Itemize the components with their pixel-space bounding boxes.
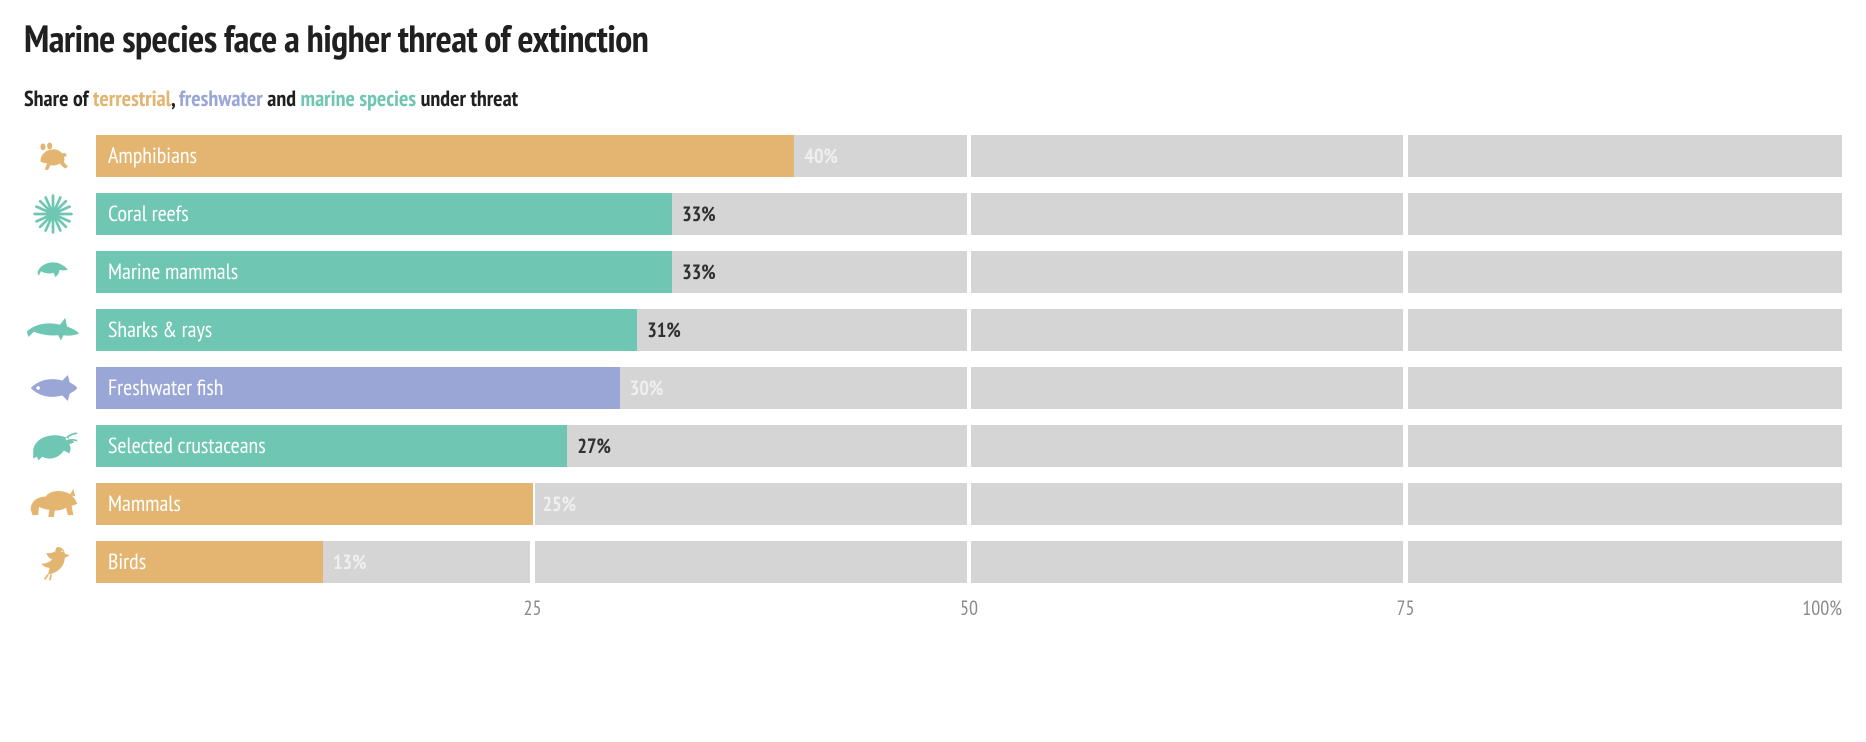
bar-row: Amphibians40% [24, 127, 1842, 185]
chart-title: Marine species face a higher threat of e… [24, 14, 1842, 63]
bar-track: Birds13% [96, 541, 1842, 583]
bar-row: Coral reefs33% [24, 185, 1842, 243]
x-axis-tick: 100% [1802, 595, 1842, 621]
shrimp-icon [24, 428, 82, 464]
bar-value-label: 25% [533, 483, 577, 525]
bar-value-label: 33% [672, 251, 716, 293]
bar-value-label: 40% [794, 135, 838, 177]
bar-track: Sharks & rays31% [96, 309, 1842, 351]
coral-icon [24, 192, 82, 236]
subtitle-prefix: Share of [24, 85, 93, 113]
chart-container: Marine species face a higher threat of e… [0, 0, 1866, 639]
bar-value-label: 31% [637, 309, 681, 351]
bar-fill: Selected crustaceans [96, 425, 567, 467]
bar-track: Coral reefs33% [96, 193, 1842, 235]
bar-track: Mammals25% [96, 483, 1842, 525]
bar-value-label: 33% [672, 193, 716, 235]
subtitle-suffix: under threat [416, 85, 518, 113]
bar-value-label: 27% [567, 425, 611, 467]
x-axis-tick: 50 [960, 595, 978, 621]
bar-fill: Mammals [96, 483, 533, 525]
bar-fill: Amphibians [96, 135, 794, 177]
bar-chart: Amphibians40%Coral reefs33%Marine mammal… [24, 127, 1842, 619]
subtitle-sep: , [171, 85, 179, 113]
bar-row: Sharks & rays31% [24, 301, 1842, 359]
subtitle-freshwater: freshwater [179, 85, 263, 113]
rhino-icon [24, 487, 82, 521]
bar-value-label: 30% [620, 367, 664, 409]
bar-row: Marine mammals33% [24, 243, 1842, 301]
bar-fill: Freshwater fish [96, 367, 620, 409]
x-axis-tick: 75 [1397, 595, 1415, 621]
chart-subtitle: Share of terrestrial, freshwater and mar… [24, 85, 1842, 113]
bar-fill: Sharks & rays [96, 309, 637, 351]
bar-fill: Marine mammals [96, 251, 672, 293]
bar-row: Birds13% [24, 533, 1842, 591]
bar-track: Marine mammals33% [96, 251, 1842, 293]
bar-row: Selected crustaceans27% [24, 417, 1842, 475]
bar-fill: Coral reefs [96, 193, 672, 235]
bar-row: Mammals25% [24, 475, 1842, 533]
bar-track: Amphibians40% [96, 135, 1842, 177]
dolphin-icon [24, 255, 82, 289]
bar-track: Selected crustaceans27% [96, 425, 1842, 467]
bar-fill: Birds [96, 541, 323, 583]
bar-track: Freshwater fish30% [96, 367, 1842, 409]
bird-icon [24, 540, 82, 584]
subtitle-terrestrial: terrestrial [93, 85, 171, 113]
x-axis-tick: 25 [524, 595, 542, 621]
bar-row: Freshwater fish30% [24, 359, 1842, 417]
frog-icon [24, 136, 82, 176]
subtitle-sep: and [263, 85, 301, 113]
shark-icon [24, 315, 82, 345]
bar-value-label: 13% [323, 541, 367, 583]
fish-icon [24, 372, 82, 404]
subtitle-marine: marine species [301, 85, 417, 113]
x-axis: 25 50 75 100% [24, 595, 1842, 619]
